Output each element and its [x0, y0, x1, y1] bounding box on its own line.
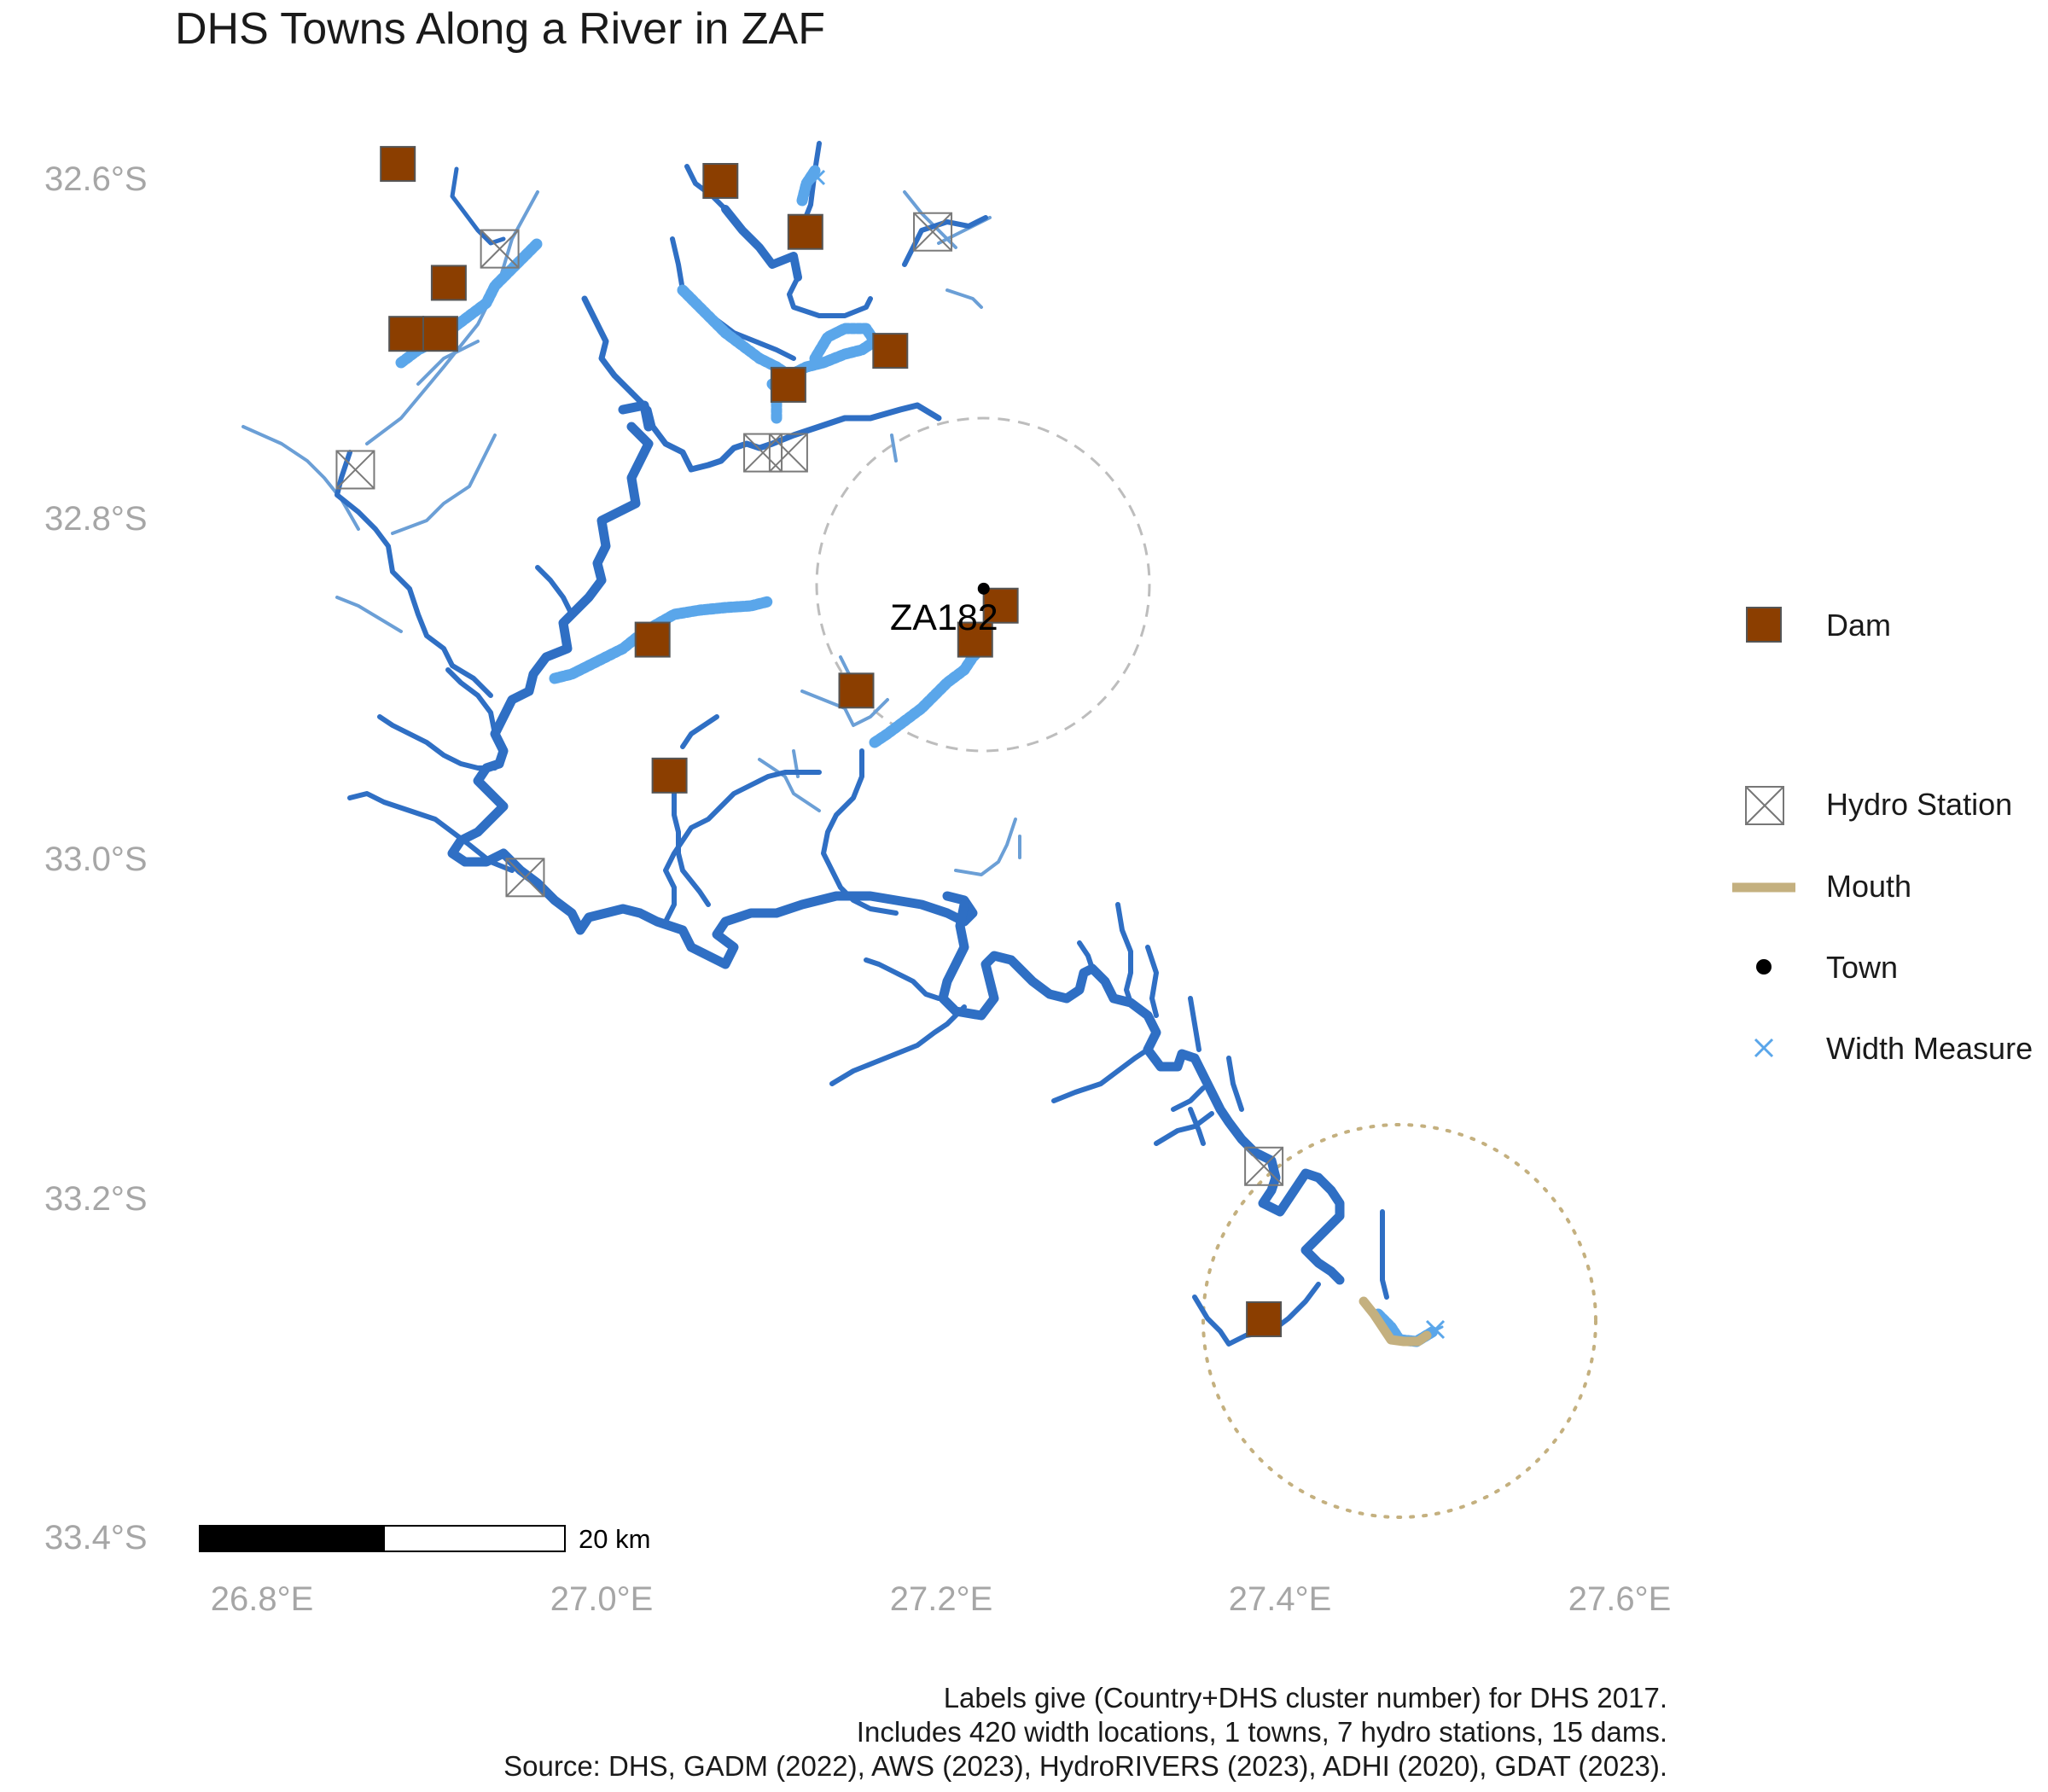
dams-layer [380, 146, 1283, 1337]
scale-bar-label: 20 km [579, 1524, 651, 1554]
dam-marker [380, 146, 416, 183]
x-tick-label: 27.2°E [889, 1580, 993, 1618]
dam-marker [1246, 1300, 1283, 1337]
legend-label-dam: Dam [1826, 608, 1892, 643]
y-tick-label: 33.2°S [44, 1180, 148, 1218]
dam-marker [651, 757, 688, 794]
town-marker [977, 582, 990, 595]
town-buffer-circle [815, 416, 1151, 753]
hydro-stations-layer [335, 212, 1284, 1186]
x-tick-label: 27.0°E [550, 1580, 654, 1618]
x-tick-label: 27.6°E [1568, 1580, 1672, 1618]
x-tick-label: 27.4°E [1228, 1580, 1332, 1618]
mouth-buffer-circle [1201, 1123, 1597, 1519]
legend-label-town: Town [1826, 950, 1899, 985]
dam-marker [422, 316, 458, 352]
dam-marker [430, 265, 467, 301]
town-layer [977, 582, 990, 595]
hydro-station-marker [335, 450, 375, 490]
y-tick-label: 32.6°S [44, 160, 148, 198]
dam-marker [838, 672, 875, 709]
legend-label-hydro-station: Hydro Station [1826, 787, 2013, 822]
caption-line: Source: DHS, GADM (2022), AWS (2023), Hy… [503, 1750, 1667, 1782]
map-title: DHS Towns Along a River in ZAF [175, 4, 825, 54]
legend-label-mouth: Mouth [1826, 869, 1912, 904]
dam-marker [787, 213, 823, 250]
scale-bar [199, 1525, 566, 1552]
dam-marker [634, 621, 671, 658]
dam-marker [388, 316, 425, 352]
y-tick-label: 33.0°S [44, 841, 148, 878]
hydro-station-marker [768, 433, 808, 473]
legend-symbols [1732, 607, 1795, 1058]
caption-line: Labels give (Country+DHS cluster number)… [943, 1682, 1667, 1713]
dam-marker [770, 366, 806, 403]
legend-hydro-station-symbol [1745, 786, 1784, 825]
caption-line: Includes 420 width locations, 1 towns, 7… [856, 1716, 1667, 1748]
hydro-station-marker [1244, 1146, 1284, 1186]
caption: Labels give (Country+DHS cluster number)… [503, 1681, 1667, 1783]
y-tick-label: 32.8°S [44, 500, 148, 538]
hydro-station-marker [913, 212, 953, 252]
legend-width-measure-symbol [1754, 1038, 1774, 1058]
y-tick-label: 33.4°S [44, 1519, 148, 1556]
dam-marker [702, 163, 739, 199]
dam-marker [982, 587, 1019, 624]
legend-town-symbol [1756, 959, 1772, 975]
width-measures [395, 165, 1444, 1347]
river-mouth [1359, 1296, 1432, 1347]
x-tick-label: 26.8°E [210, 1580, 314, 1618]
dam-marker [957, 621, 993, 658]
town-label: ZA182 [890, 597, 998, 638]
hydro-station-marker [505, 858, 545, 898]
dam-marker [872, 333, 909, 369]
legend-dam-symbol [1746, 607, 1782, 643]
hydro-station-marker [480, 229, 520, 269]
legend-label-width-measure: Width Measure [1826, 1031, 2033, 1066]
river-network [335, 141, 1389, 1347]
minor-tributaries [241, 190, 1021, 876]
